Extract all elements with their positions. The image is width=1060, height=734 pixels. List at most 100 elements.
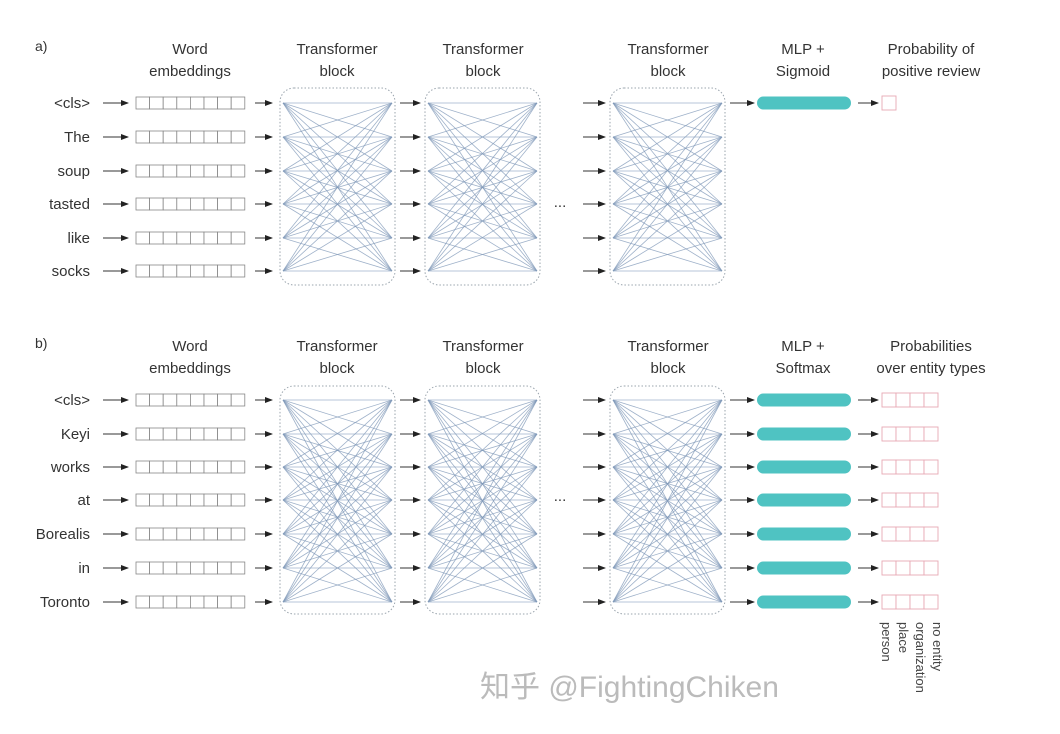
header-mlp: MLP + (781, 41, 825, 58)
embedding-cell (149, 527, 164, 541)
attention-connection (427, 203, 538, 272)
embedding-cell (149, 231, 164, 245)
token-label: <cls> (54, 392, 90, 409)
ellipsis: ... (554, 488, 567, 505)
token-label: <cls> (54, 95, 90, 112)
embedding-cell (230, 197, 246, 211)
embedding-cell (135, 197, 151, 211)
header-block: block (650, 63, 686, 80)
output-cell (909, 492, 925, 508)
attention-connection (427, 399, 538, 603)
embedding-cell (203, 197, 219, 211)
embedding-cell (176, 197, 191, 211)
header-block: block (465, 63, 501, 80)
attention-connection (427, 499, 538, 603)
embedding-cell (176, 393, 191, 407)
output-cell (923, 526, 939, 542)
embedding-cell (162, 96, 178, 110)
embedding-cell (162, 393, 178, 407)
embedding-cell (135, 264, 151, 278)
mlp-bar (757, 561, 851, 575)
embedding-cell (217, 493, 232, 507)
attention-connection (427, 399, 538, 501)
output-cell (923, 426, 939, 442)
embedding-cell (135, 460, 151, 474)
attention-connection (282, 136, 393, 272)
embedding-cell (217, 460, 232, 474)
embedding-cell (149, 264, 164, 278)
embedding-cell (230, 561, 246, 575)
attention-connection (612, 102, 723, 138)
header-mlp: Softmax (775, 360, 831, 377)
embedding-cell (217, 130, 232, 144)
token-label: The (64, 129, 90, 146)
entity-type-label: no entity (930, 622, 945, 672)
attention-connection (282, 399, 393, 501)
output-cell (881, 392, 897, 408)
embedding-cell (162, 561, 178, 575)
embedding-cell (203, 527, 219, 541)
embedding-cell (149, 460, 164, 474)
mlp-bar (757, 493, 851, 507)
token-label: Keyi (61, 426, 90, 443)
attention-connection (612, 433, 723, 603)
transformer-block (609, 385, 726, 615)
attention-connection (282, 533, 393, 603)
embedding-cell (176, 231, 191, 245)
embedding-cell (230, 393, 246, 407)
embedding-cell (162, 130, 178, 144)
attention-connection (612, 499, 723, 603)
attention-connection (427, 102, 538, 239)
output-cell (895, 426, 911, 442)
embedding-cell (189, 427, 205, 441)
attention-connection (612, 203, 723, 272)
embedding-cell (230, 231, 246, 245)
header-block: block (319, 63, 355, 80)
token-label: Toronto (40, 594, 90, 611)
header-output: positive review (882, 63, 981, 80)
embedding-cell (230, 460, 246, 474)
output-cell (909, 560, 925, 576)
attention-connection (612, 102, 723, 272)
attention-connection (427, 102, 538, 205)
header-block: Transformer (296, 338, 377, 355)
embedding-cell (203, 460, 219, 474)
embedding-cell (217, 197, 232, 211)
attention-connection (612, 102, 723, 172)
embedding-cell (230, 164, 246, 178)
embedding-cell (203, 393, 219, 407)
transformer-block (279, 87, 396, 286)
attention-connection (282, 399, 393, 569)
attention-connection (282, 567, 393, 603)
entity-type-label: person (879, 622, 894, 662)
attention-connection (427, 399, 538, 569)
header-embeddings: Word (172, 338, 208, 355)
embedding-cell (135, 231, 151, 245)
attention-connection (282, 237, 393, 272)
attention-connection (427, 433, 538, 603)
embedding-cell (189, 264, 205, 278)
attention-connection (612, 170, 723, 272)
embedding-cell (217, 427, 232, 441)
mlp-bar (757, 96, 851, 110)
embedding-cell (189, 393, 205, 407)
output-cell (881, 95, 897, 111)
embedding-cell (203, 561, 219, 575)
embedding-cell (176, 595, 191, 609)
attention-connection (612, 399, 723, 468)
header-block: Transformer (296, 41, 377, 58)
embedding-cell (149, 164, 164, 178)
attention-connection (427, 399, 538, 535)
header-block: block (319, 360, 355, 377)
embedding-cell (203, 595, 219, 609)
output-cell (895, 459, 911, 475)
attention-connection (282, 102, 393, 138)
embedding-cell (135, 493, 151, 507)
embedding-cell (176, 164, 191, 178)
output-cell (881, 459, 897, 475)
embedding-cell (149, 393, 164, 407)
mlp-bar (757, 393, 851, 407)
header-embeddings: embeddings (149, 63, 231, 80)
transformer-block (424, 385, 541, 615)
attention-connection (612, 533, 723, 603)
